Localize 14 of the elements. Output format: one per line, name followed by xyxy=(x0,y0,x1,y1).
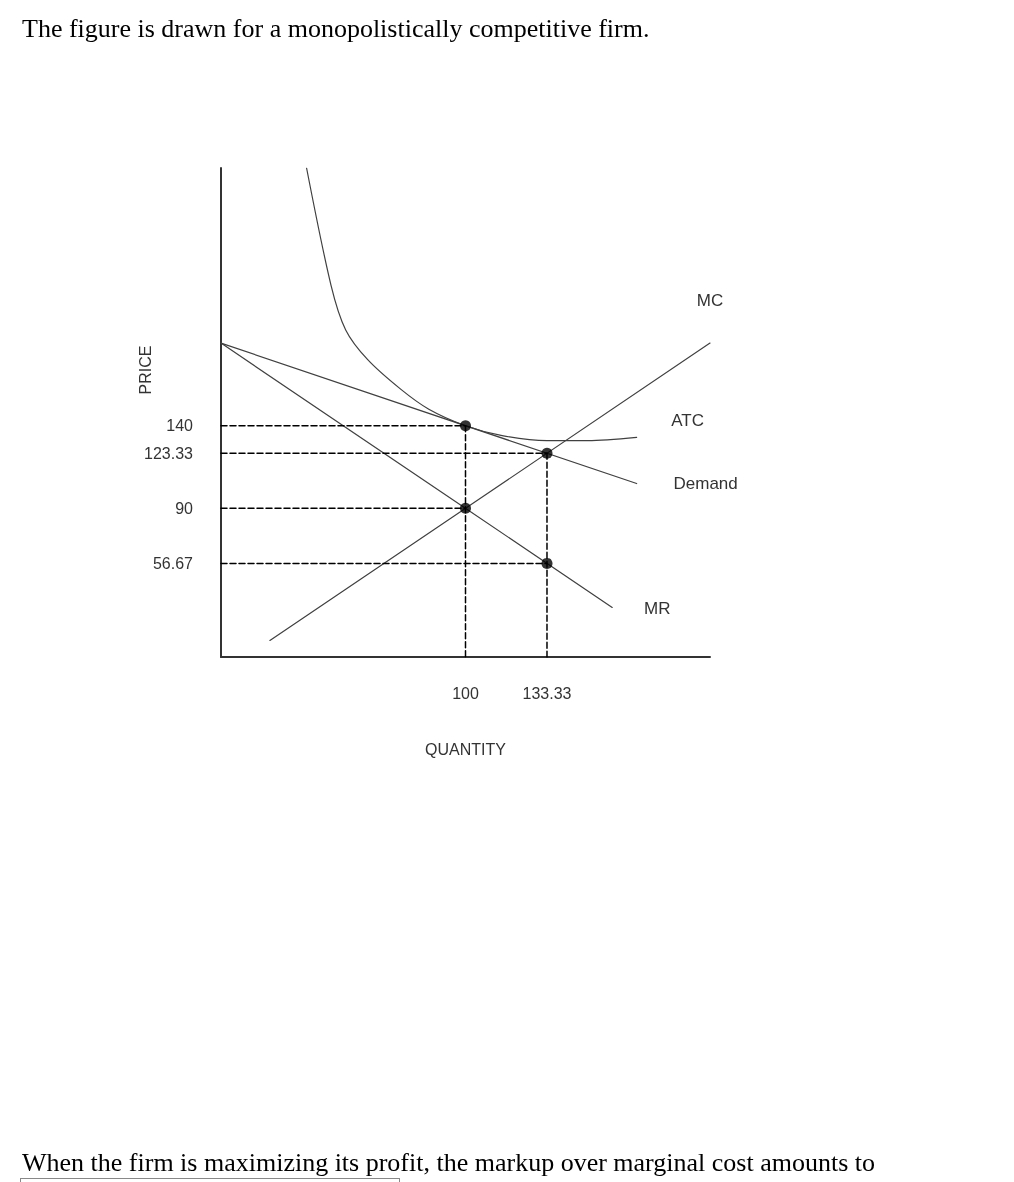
text: ATC xyxy=(671,410,705,430)
x-axis-title: QUANTITY xyxy=(425,740,507,758)
chart-title: The figure is drawn for a monopolistically competitive firm. xyxy=(22,14,650,44)
y-axis-title: PRICE xyxy=(136,345,154,395)
y-tick-label: 140 xyxy=(166,417,194,435)
series-label: MR xyxy=(643,598,671,618)
x-tick-label: 133.33 xyxy=(522,684,572,702)
text: When the firm is maximizing its profit, the markup over marginal cost amounts to xyxy=(22,1148,876,1178)
x-tick-label: 100 xyxy=(452,684,479,702)
y-tick-label: 90 xyxy=(175,499,194,517)
text: Demand xyxy=(673,474,738,494)
y-tick-label: 56.67 xyxy=(152,554,194,572)
text: MC xyxy=(696,290,724,310)
y-tick-label: 123.33 xyxy=(144,444,194,462)
